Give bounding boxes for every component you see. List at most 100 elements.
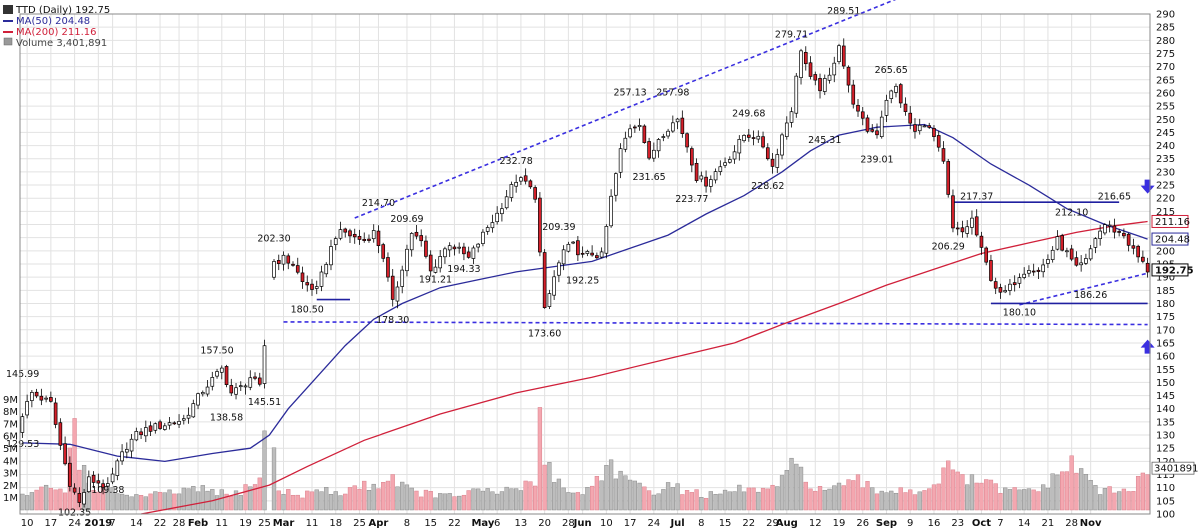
price-annotation: 180.50 bbox=[291, 305, 324, 316]
volume-bar bbox=[352, 485, 357, 511]
volume-bar bbox=[200, 485, 205, 511]
candle-body bbox=[661, 136, 666, 138]
volume-bar bbox=[927, 488, 932, 511]
y-tick-label: 160 bbox=[1156, 352, 1175, 363]
candle-body bbox=[1084, 258, 1088, 264]
candle-body bbox=[319, 271, 324, 287]
candle-body bbox=[647, 141, 651, 159]
price-annotation: 257.13 bbox=[613, 88, 646, 99]
volume-bar bbox=[162, 492, 167, 511]
price-annotation: 223.77 bbox=[675, 194, 708, 205]
candle-body bbox=[238, 385, 243, 388]
x-tick-label: Aug bbox=[776, 518, 798, 529]
volume-bar bbox=[214, 495, 220, 511]
candle-body bbox=[827, 74, 832, 81]
candle-body bbox=[210, 377, 215, 387]
x-tick-label: 22 bbox=[154, 518, 167, 529]
legend: TTD (Daily) 192.75 MA(50) 204.48 MA(200)… bbox=[3, 5, 110, 49]
x-tick-label: 10 bbox=[21, 518, 34, 529]
price-annotation: 178.30 bbox=[376, 315, 409, 326]
candle-body bbox=[39, 395, 44, 401]
candle-body bbox=[1122, 232, 1126, 237]
price-annotation: 102.35 bbox=[58, 507, 91, 518]
candle-body bbox=[34, 391, 39, 397]
candle-body bbox=[1017, 277, 1022, 284]
candlesticks bbox=[20, 38, 1150, 508]
volume-bar bbox=[518, 490, 524, 511]
volume-bar bbox=[480, 490, 486, 511]
candle-body bbox=[352, 233, 357, 238]
volume-bar bbox=[281, 494, 286, 511]
candle-body bbox=[433, 266, 438, 273]
candle-body bbox=[704, 176, 708, 187]
candle-body bbox=[424, 240, 428, 257]
volume-bar bbox=[371, 483, 376, 511]
volume-bar bbox=[457, 495, 462, 511]
volume-bar bbox=[414, 490, 419, 511]
y-tick-label: 105 bbox=[1156, 496, 1175, 507]
ticker-icon bbox=[3, 5, 13, 14]
candle-body bbox=[253, 376, 257, 379]
volume-bar bbox=[775, 486, 780, 511]
candle-body bbox=[1117, 231, 1121, 233]
volume-bar bbox=[333, 491, 338, 511]
candle-body bbox=[585, 251, 590, 254]
volume-bar bbox=[808, 488, 813, 511]
volume-tag-label: 3401891 bbox=[1154, 464, 1199, 475]
x-tick-label: 20 bbox=[538, 518, 551, 529]
x-tick-label: 28 bbox=[173, 518, 186, 529]
volume-bar bbox=[438, 493, 443, 511]
candle-body bbox=[984, 247, 989, 263]
volume-bar bbox=[1116, 491, 1122, 511]
volume-bar bbox=[917, 491, 922, 511]
price-annotation: 209.69 bbox=[390, 214, 423, 225]
candle-body bbox=[889, 90, 894, 99]
x-tick-label: 19 bbox=[239, 518, 252, 529]
candle-body bbox=[181, 418, 186, 421]
price-annotation: 217.37 bbox=[960, 192, 993, 203]
price-annotation: 231.65 bbox=[632, 172, 665, 183]
volume-bar bbox=[34, 489, 39, 511]
candle-body bbox=[405, 248, 409, 272]
candle-body bbox=[822, 78, 827, 92]
volume-bar bbox=[822, 489, 827, 511]
volume-bar bbox=[798, 466, 804, 511]
candle-body bbox=[951, 195, 955, 229]
volume-bar bbox=[756, 491, 761, 511]
candle-body bbox=[504, 196, 509, 209]
volume-bar bbox=[637, 482, 642, 511]
volume-bar bbox=[300, 497, 305, 511]
volume-bar bbox=[1121, 488, 1127, 511]
volume-bar bbox=[186, 488, 191, 511]
y-tick-label: 245 bbox=[1156, 128, 1175, 139]
y-tick-label: 165 bbox=[1156, 338, 1175, 349]
price-annotation: 138.58 bbox=[210, 413, 243, 424]
volume-bar bbox=[979, 482, 984, 511]
volume-bar bbox=[946, 460, 951, 511]
volume-bar bbox=[20, 493, 25, 511]
candle-body bbox=[186, 414, 191, 419]
volume-bar bbox=[703, 497, 709, 511]
candle-body bbox=[794, 75, 799, 114]
x-tick-label: 14 bbox=[130, 518, 143, 529]
volume-bar bbox=[295, 494, 300, 511]
volume-bar bbox=[931, 484, 937, 511]
volume-bar bbox=[324, 487, 329, 511]
x-tick-label: 7 bbox=[109, 518, 115, 529]
price-annotation: 206.29 bbox=[932, 242, 965, 253]
volume-bar bbox=[889, 490, 894, 511]
volume-bar bbox=[922, 490, 927, 511]
x-tick-label: 16 bbox=[928, 518, 941, 529]
candle-body bbox=[196, 393, 200, 406]
x-tick-label: 22 bbox=[742, 518, 755, 529]
candle-body bbox=[281, 254, 286, 265]
x-tick-label: Nov bbox=[1080, 518, 1102, 529]
volume-bar bbox=[547, 462, 552, 511]
candle-body bbox=[329, 246, 333, 266]
volume-bar bbox=[466, 490, 471, 511]
candle-body bbox=[162, 425, 167, 430]
candle-body bbox=[561, 249, 566, 265]
volume-tick-label: 6M bbox=[3, 432, 18, 443]
volume-tick-label: 5M bbox=[3, 444, 18, 455]
volume-bar bbox=[528, 481, 533, 511]
